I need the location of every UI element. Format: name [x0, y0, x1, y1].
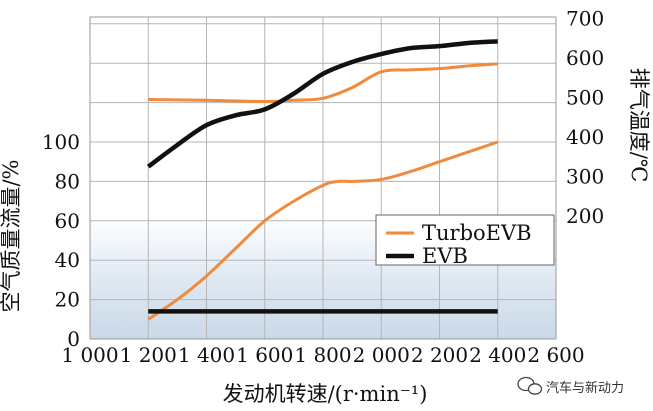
x-tick-label: 2 000	[353, 343, 410, 367]
watermark-text: 汽车与新动力	[546, 380, 624, 396]
left-y-tick-label: 20	[55, 288, 80, 312]
right-y-tick-labels: 200 300 400 500 600 700	[566, 7, 604, 229]
x-tick-label: 1 400	[178, 343, 235, 367]
series-line-turboevb-left	[147, 140, 499, 321]
left-y-tick-label: 100	[42, 130, 80, 154]
x-tick-label: 2 600	[527, 343, 584, 367]
left-y-tick-labels: 0 20 40 60 80 100	[42, 130, 80, 351]
x-tick-label: 2 400	[469, 343, 526, 367]
right-y-tick-label: 200	[566, 204, 604, 228]
x-axis-title: 发动机转速/(r·min⁻¹)	[223, 382, 428, 406]
legend-label-turboevb: TurboEVB	[422, 221, 532, 245]
right-y-tick-label: 600	[566, 46, 604, 70]
left-y-tick-label: 40	[55, 248, 80, 272]
left-y-tick-label: 0	[67, 327, 80, 351]
x-tick-label: 1 800	[294, 343, 351, 367]
left-y-axis-title: 空气质量流量/%	[0, 159, 23, 312]
wechat-icon	[517, 376, 543, 395]
series-line-evb-right	[146, 39, 498, 169]
x-tick-label: 2 200	[411, 343, 468, 367]
series-layer	[146, 39, 499, 321]
x-tick-label: 1 600	[236, 343, 293, 367]
left-y-tick-label: 60	[55, 209, 80, 233]
right-y-tick-label: 300	[566, 165, 604, 189]
legend: TurboEVB EVB	[375, 214, 555, 268]
series-line-turboevb-right	[148, 62, 498, 103]
x-tick-label: 1 200	[120, 343, 177, 367]
legend-label-evb: EVB	[422, 244, 468, 268]
right-y-tick-label: 700	[566, 7, 604, 31]
plot-frame	[89, 16, 557, 340]
right-y-tick-label: 400	[566, 125, 604, 149]
left-y-tick-label: 80	[55, 169, 80, 193]
watermark: 汽车与新动力	[517, 376, 624, 396]
x-tick-labels: 1 000 1 200 1 400 1 600 1 800 2 000 2 200 2 400…	[61, 343, 584, 367]
x-tick-label: 1 000	[61, 343, 118, 367]
right-y-axis-title: 排气温度/℃	[627, 68, 651, 183]
right-y-tick-label: 500	[566, 86, 604, 110]
